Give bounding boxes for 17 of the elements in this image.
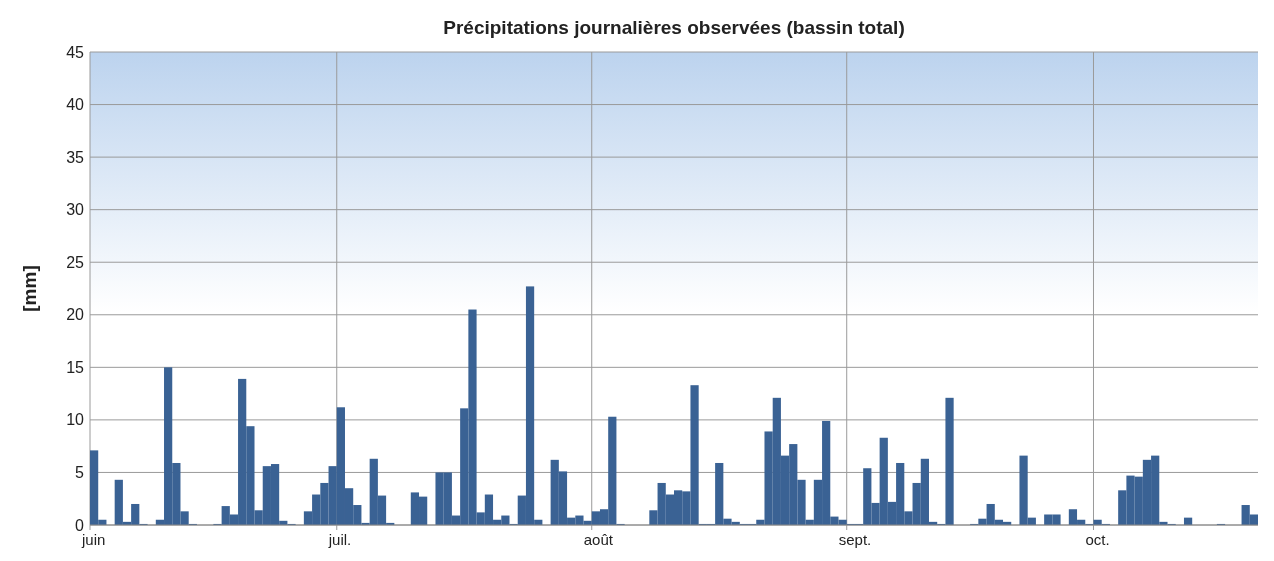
y-axis-title: [mm] xyxy=(19,265,40,312)
x-tick-label: août xyxy=(583,531,614,548)
x-tick-label: juil. xyxy=(327,531,352,548)
y-tick-label: 5 xyxy=(75,464,85,482)
chart-title: Précipitations journalières observées (bassin total) xyxy=(443,17,905,38)
y-tick-label: 20 xyxy=(66,306,85,324)
y-tick-label: 10 xyxy=(66,411,85,429)
y-tick-label: 35 xyxy=(66,148,85,166)
x-tick-label: sept. xyxy=(838,531,872,548)
y-tick-label: 0 xyxy=(75,516,85,534)
y-tick-label: 30 xyxy=(66,201,85,219)
y-tick-label: 25 xyxy=(66,253,85,271)
y-tick-label: 40 xyxy=(66,96,85,114)
y-tick-label: 15 xyxy=(66,358,85,376)
x-tick-label: juin xyxy=(81,531,106,548)
y-tick-label: 45 xyxy=(66,43,85,61)
x-tick-label: oct. xyxy=(1085,531,1110,548)
